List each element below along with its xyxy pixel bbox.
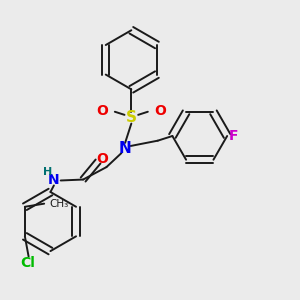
Text: Cl: Cl (20, 256, 35, 270)
Text: N: N (119, 141, 131, 156)
Text: N: N (48, 173, 60, 188)
Text: O: O (154, 104, 166, 118)
Text: F: F (229, 129, 239, 143)
Text: CH₃: CH₃ (50, 199, 69, 209)
Text: O: O (97, 152, 108, 166)
Text: O: O (97, 104, 108, 118)
Text: S: S (126, 110, 137, 125)
Text: H: H (43, 167, 52, 177)
